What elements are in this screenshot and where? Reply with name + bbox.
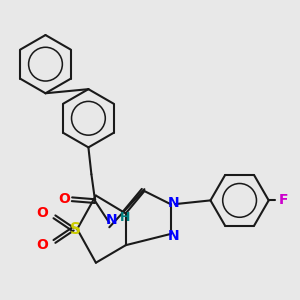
Text: N: N xyxy=(105,213,117,227)
Text: O: O xyxy=(58,192,70,206)
Text: N: N xyxy=(168,229,179,243)
Text: F: F xyxy=(279,194,288,207)
Text: H: H xyxy=(120,211,130,224)
Text: O: O xyxy=(37,238,48,252)
Text: S: S xyxy=(70,222,81,237)
Text: N: N xyxy=(168,196,179,210)
Text: O: O xyxy=(37,206,48,220)
